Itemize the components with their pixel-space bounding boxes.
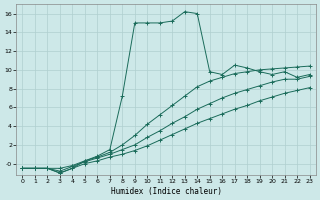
X-axis label: Humidex (Indice chaleur): Humidex (Indice chaleur) <box>110 187 221 196</box>
